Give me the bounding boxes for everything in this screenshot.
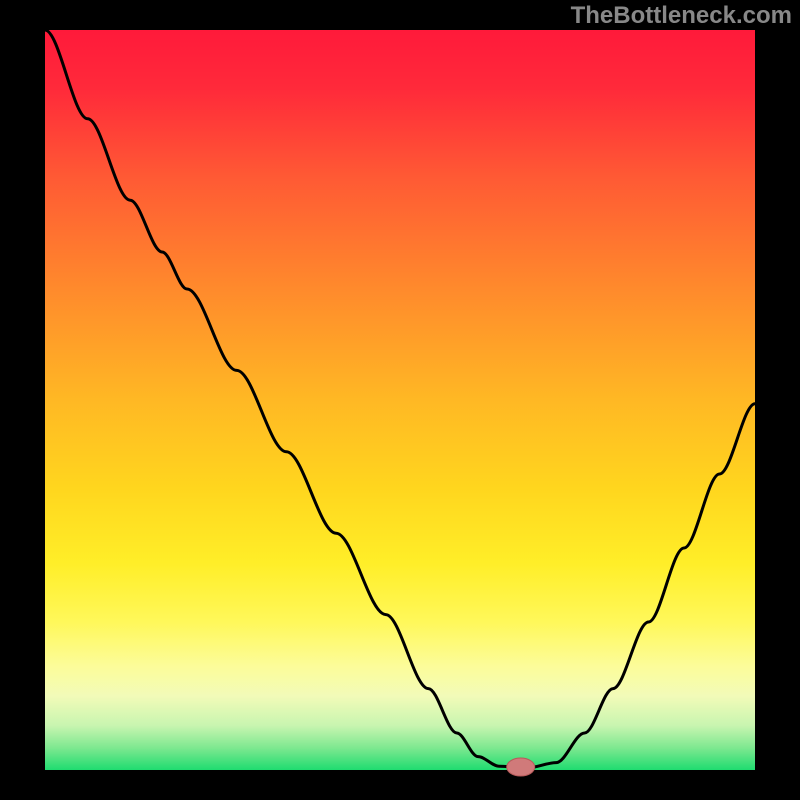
bottleneck-chart	[0, 0, 800, 800]
chart-root: TheBottleneck.com	[0, 0, 800, 800]
optimal-marker	[507, 758, 535, 776]
plot-background	[45, 30, 755, 770]
watermark-text: TheBottleneck.com	[571, 2, 792, 30]
